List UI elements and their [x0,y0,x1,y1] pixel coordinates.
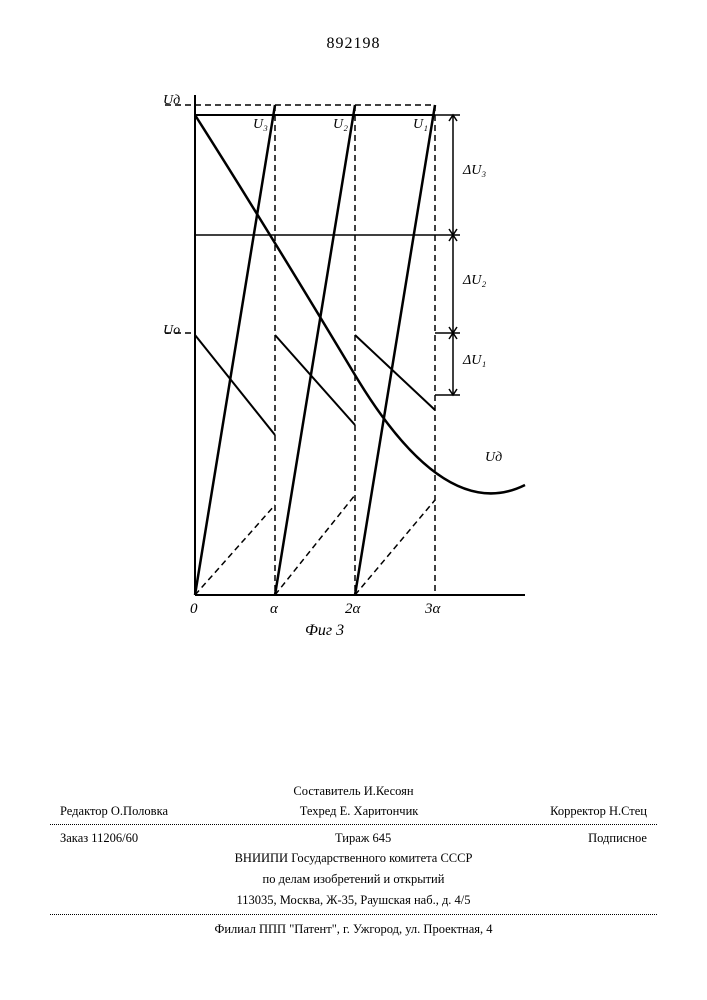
svg-text:2α: 2α [345,601,362,617]
footer-composer: Составитель И.Кесоян [50,781,657,802]
svg-text:0: 0 [190,601,198,617]
svg-text:3α: 3α [424,601,442,617]
footer-editor: Редактор О.Половка [60,802,168,821]
delta-label-u3: ΔU₃ [463,163,486,179]
footer-corrector: Корректор Н.Стец [550,802,647,821]
curve-label-u1: U₁ [413,117,428,133]
footer-podpisnoe: Подписное [588,829,647,848]
delta-label-u1: ΔU₁ [463,353,486,369]
y-label-uo: Uо [163,323,180,339]
footer-org1: ВНИИПИ Государственного комитета СССР [50,848,657,869]
svg-text:Фиг 3: Фиг 3 [305,622,344,639]
figure-3-chart: 0 α 2α 3α Фиг 3 Uд Uо U₃ U₂ U₁ ΔU₃ ΔU₂ Δ… [145,75,545,640]
footer-techred: Техред Е. Харитончик [300,802,419,821]
footer-credits-row: Редактор О.Половка Техред Е. Харитончик … [50,802,657,821]
delta-label-u2: ΔU₂ [463,273,486,289]
footer-order: Заказ 11206/60 [60,829,138,848]
footer-addr2: Филиал ППП "Патент", г. Ужгород, ул. Про… [50,919,657,940]
curve-label-u3: U₃ [253,117,268,133]
y-label-ug: Uд [163,93,180,109]
page-number: 892198 [0,35,707,53]
svg-text:α: α [270,601,279,617]
curve-decay-label: Uд [485,450,502,466]
curve-label-u2: U₂ [333,117,348,133]
footer: Составитель И.Кесоян Редактор О.Половка … [50,781,657,940]
footer-addr1: 113035, Москва, Ж-35, Раушская наб., д. … [50,890,657,911]
footer-org2: по делам изобретений и открытий [50,869,657,890]
footer-order-row: Заказ 11206/60 Тираж 645 Подписное [50,829,657,848]
footer-tirazh: Тираж 645 [335,829,391,848]
